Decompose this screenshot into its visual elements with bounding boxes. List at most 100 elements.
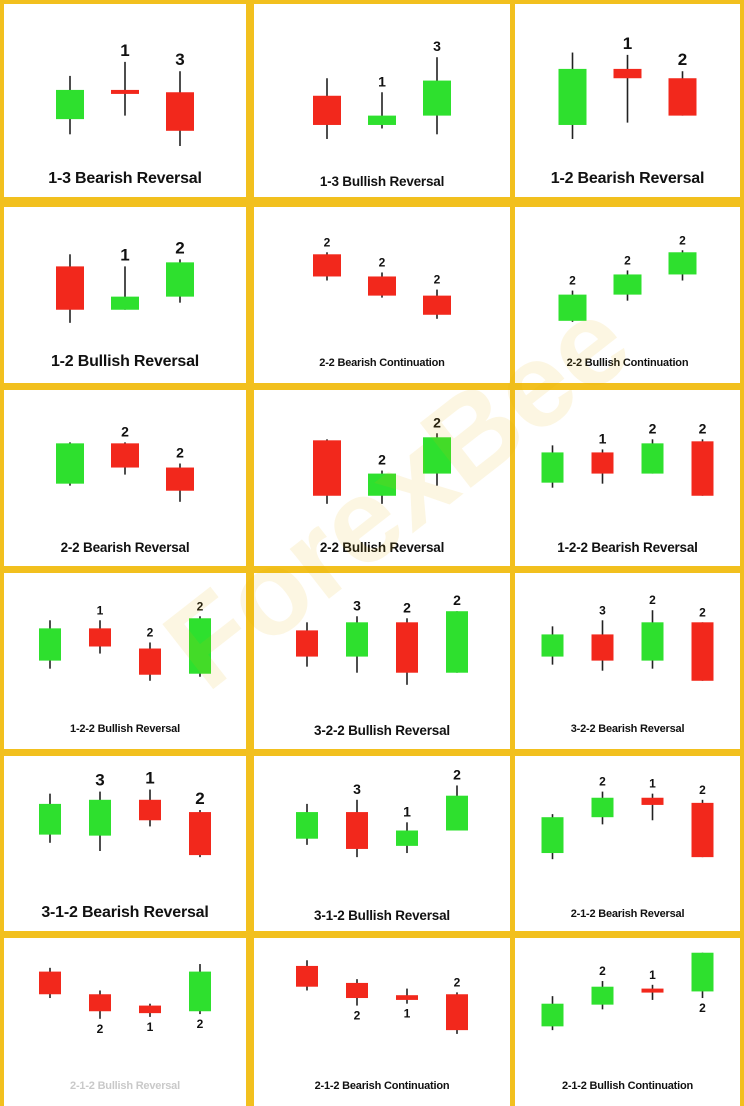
pattern-cell: 1 2 2 1-2-2 Bearish Reversal: [515, 390, 740, 566]
candle-body: [423, 80, 451, 116]
candle-body: [346, 982, 368, 999]
candle-body: [446, 611, 468, 673]
candle-body: [641, 988, 664, 993]
candle-body: [39, 803, 61, 835]
candle-number-label: 3: [353, 781, 361, 797]
pattern-cell: 2 2 2-2 Bearish Reversal: [4, 390, 246, 566]
candle-number-label: 2: [679, 233, 686, 247]
bullish-candle: [368, 92, 396, 129]
candlestick-chart: 3 2 2: [541, 593, 714, 681]
candlestick-chart: 3 1 2: [296, 766, 468, 858]
pattern-cell: 2 1 2 2-1-2 Bearish Reversal: [515, 756, 740, 931]
candle-body: [189, 971, 211, 1012]
candle-body: [668, 78, 697, 116]
bullish-candle: [39, 793, 61, 843]
bearish-candle: [296, 622, 318, 667]
bullish-candle: [296, 803, 318, 845]
bearish-candle: [691, 622, 714, 681]
candle-body: [446, 795, 468, 831]
candle-body: [189, 812, 211, 856]
bullish-candle: [89, 791, 111, 851]
candlestick-chart: 22: [313, 414, 451, 504]
candle-number-label: 2: [433, 414, 441, 430]
candle-number-label: 2: [678, 50, 687, 69]
candlestick-chart: 2 1 2: [541, 775, 714, 860]
candle-body: [56, 89, 84, 120]
candlestick-chart: 3 1 2: [39, 769, 211, 858]
bullish-candle: [558, 52, 587, 139]
pattern-caption: 3-2-2 Bullish Reversal: [314, 723, 450, 738]
bearish-candle: [111, 442, 139, 475]
candle-number-label: 1: [147, 1020, 154, 1034]
bullish-candle: [396, 822, 418, 854]
candle-body: [396, 995, 418, 1000]
candlestick-chart: 2 1 2: [296, 960, 468, 1034]
candle-number-label: 2: [197, 599, 204, 613]
candle-body: [641, 797, 664, 805]
candle-body: [691, 802, 714, 858]
candle-number-label: 2: [453, 592, 461, 608]
bearish-candle: [591, 449, 614, 484]
candle-body: [423, 295, 451, 315]
bearish-candle: [691, 799, 714, 858]
candle-number-label: 2: [434, 273, 441, 287]
candle-body: [39, 628, 61, 661]
pattern-caption: 1-2-2 Bearish Reversal: [557, 540, 698, 555]
candle-number-label: 2: [147, 625, 154, 639]
candlestick-chart: 2 2 2: [313, 235, 451, 319]
pattern-cell: 1 2 2 1-2-2 Bullish Reversal: [4, 573, 246, 749]
candle-body: [346, 812, 368, 849]
bearish-candle: [139, 642, 161, 681]
bearish-candle: [346, 799, 368, 858]
bullish-candle: [668, 250, 697, 281]
candle-number-label: 1: [599, 430, 607, 446]
candle-body: [56, 266, 84, 310]
candle-number-label: 2: [699, 605, 706, 619]
candle-number-label: 2: [454, 975, 461, 989]
candle-number-label: 2: [599, 964, 606, 978]
bearish-candle: [313, 252, 341, 281]
bearish-candle: [166, 71, 194, 146]
candle-body: [368, 473, 396, 496]
bullish-candle: [558, 290, 587, 322]
pattern-cell: 2 2 2 2-2 Bullish Continuation: [515, 207, 740, 383]
candle-number-label: 3: [599, 603, 606, 617]
pattern-caption: 1-3 Bearish Reversal: [48, 170, 202, 187]
bearish-candle: [668, 71, 697, 116]
candle-body: [558, 68, 587, 125]
candlestick-chart: 12: [558, 34, 697, 139]
bearish-candle: [641, 984, 664, 1000]
candle-number-label: 2: [324, 235, 331, 249]
bearish-candle: [189, 810, 211, 858]
bullish-candle: [189, 964, 211, 1015]
candle-body: [89, 994, 111, 1012]
bullish-candle: [541, 445, 564, 488]
candle-body: [296, 812, 318, 839]
bullish-candle: [541, 996, 564, 1031]
candle-number-label: 2: [569, 274, 576, 288]
pattern-cell: 1 3 1-3 Bearish Reversal: [4, 4, 246, 197]
pattern-cell: 1 3 1-3 Bullish Reversal: [254, 4, 510, 197]
candle-body: [396, 622, 418, 673]
bearish-candle: [111, 61, 139, 116]
candle-body: [541, 452, 564, 483]
candle-body: [111, 443, 139, 468]
candle-body: [558, 294, 587, 321]
pattern-cell: 2 2 2-2 Bullish Reversal: [254, 390, 510, 566]
candle-number-label: 3: [433, 38, 441, 54]
bearish-candle: [89, 620, 111, 654]
bullish-candle: [189, 616, 211, 677]
candle-body: [313, 254, 341, 277]
candle-number-label: 1: [649, 777, 656, 791]
pattern-caption: 2-2 Bullish Reversal: [319, 540, 445, 555]
bearish-candle: [446, 992, 468, 1034]
candlestick-chart: 1 2 2: [39, 599, 211, 681]
bearish-candle: [166, 463, 194, 502]
bullish-candle: [541, 814, 564, 860]
pattern-caption: 1-3 Bullish Reversal: [319, 174, 445, 189]
candlestick-chart: 13: [313, 38, 451, 139]
candle-body: [139, 648, 161, 675]
pattern-caption: 2-1-2 Bullish Reversal: [70, 1080, 180, 1092]
